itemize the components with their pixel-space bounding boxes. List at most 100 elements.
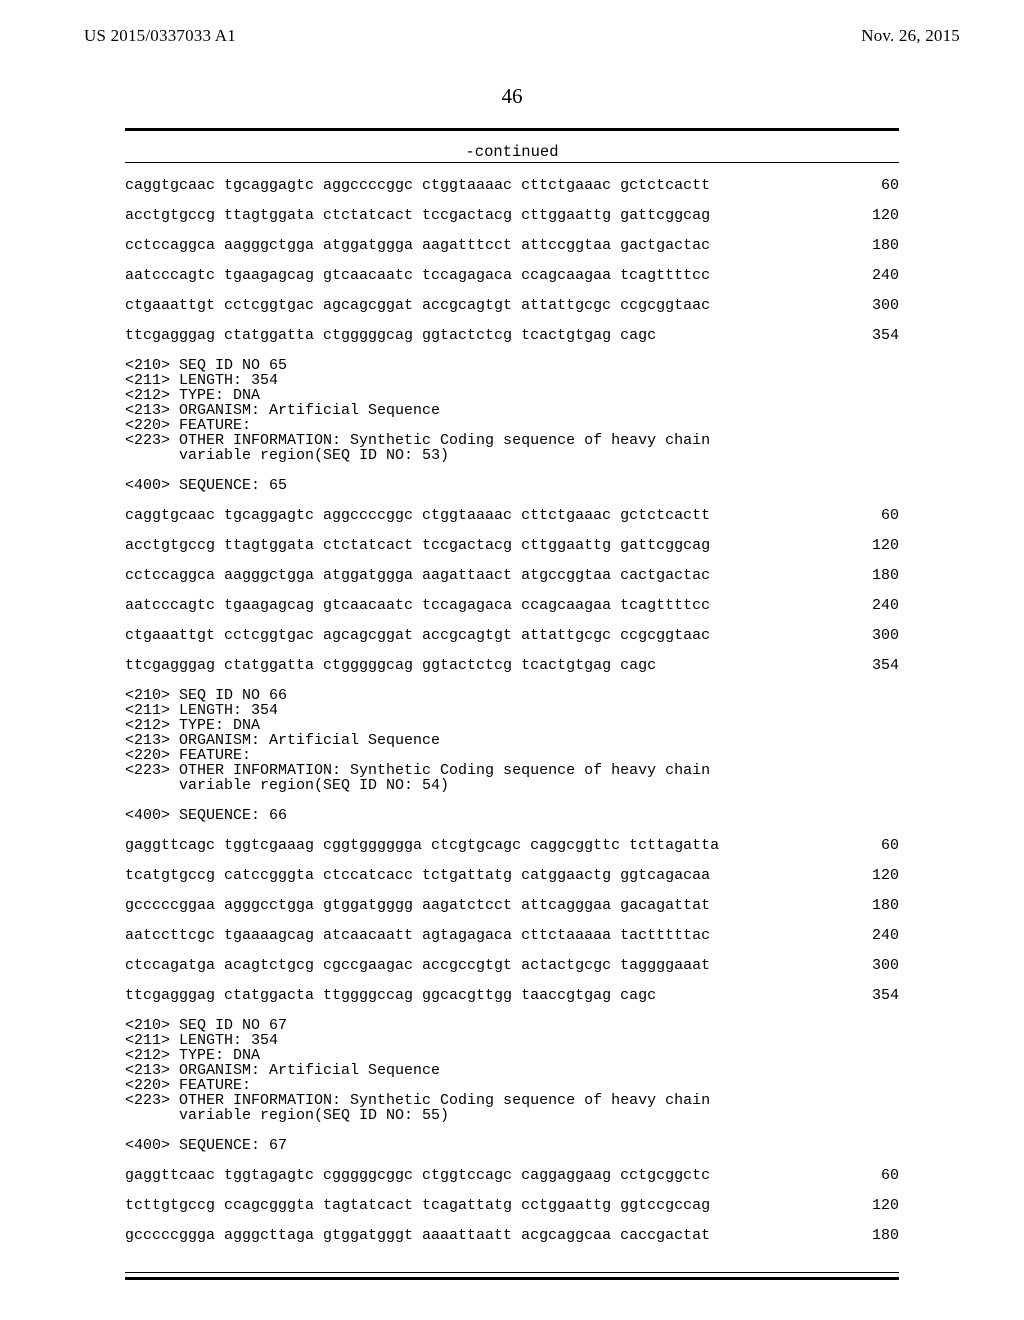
sequence-position: 354	[855, 988, 899, 1003]
sequence-text: acctgtgccg ttagtggata ctctatcact tccgact…	[125, 208, 710, 223]
sequence-line: acctgtgccg ttagtggata ctctatcact tccgact…	[125, 208, 899, 223]
metadata-line: <212> TYPE: DNA	[125, 718, 899, 733]
divider-bottom-thick	[125, 1277, 899, 1280]
metadata-line: variable region(SEQ ID NO: 55)	[125, 1108, 899, 1123]
sequence-line: gaggttcagc tggtcgaaag cggtgggggga ctcgtg…	[125, 838, 899, 853]
sequence-listing: caggtgcaac tgcaggagtc aggccccggc ctggtaa…	[125, 178, 899, 1258]
sequence-line: caggtgcaac tgcaggagtc aggccccggc ctggtaa…	[125, 178, 899, 193]
sequence-position: 180	[855, 1228, 899, 1243]
metadata-line: <223> OTHER INFORMATION: Synthetic Codin…	[125, 1093, 899, 1108]
sequence-line: aatcccagtc tgaagagcag gtcaacaatc tccagag…	[125, 598, 899, 613]
sequence-position: 120	[855, 538, 899, 553]
metadata-line: <223> OTHER INFORMATION: Synthetic Codin…	[125, 763, 899, 778]
divider-bottom-thin	[125, 1272, 899, 1273]
sequence-text: aatccttcgc tgaaaagcag atcaacaatt agtagag…	[125, 928, 710, 943]
sequence-text: aatcccagtc tgaagagcag gtcaacaatc tccagag…	[125, 268, 710, 283]
sequence-line: ttcgagggag ctatggatta ctgggggcag ggtactc…	[125, 658, 899, 673]
sequence-position: 354	[855, 328, 899, 343]
sequence-position: 240	[855, 928, 899, 943]
sequence-position: 120	[855, 208, 899, 223]
sequence-line: tcttgtgccg ccagcgggta tagtatcact tcagatt…	[125, 1198, 899, 1213]
sequence-position: 240	[855, 598, 899, 613]
sequence-text: gaggttcagc tggtcgaaag cggtgggggga ctcgtg…	[125, 838, 719, 853]
publication-date: Nov. 26, 2015	[861, 26, 960, 46]
sequence-metadata: <210> SEQ ID NO 66<211> LENGTH: 354<212>…	[125, 688, 899, 793]
sequence-text: gaggttcaac tggtagagtc cgggggcggc ctggtcc…	[125, 1168, 710, 1183]
metadata-line: <212> TYPE: DNA	[125, 1048, 899, 1063]
sequence-text: gcccccggga agggcttaga gtggatgggt aaaatta…	[125, 1228, 710, 1243]
sequence-text: tcttgtgccg ccagcgggta tagtatcact tcagatt…	[125, 1198, 710, 1213]
sequence-line: tcatgtgccg catccgggta ctccatcacc tctgatt…	[125, 868, 899, 883]
metadata-line: <220> FEATURE:	[125, 418, 899, 433]
page-root: US 2015/0337033 A1 Nov. 26, 2015 46 -con…	[0, 0, 1024, 1320]
continued-label: -continued	[0, 143, 1024, 161]
sequence-position: 354	[855, 658, 899, 673]
sequence-line: cctccaggca aagggctgga atggatggga aagatta…	[125, 568, 899, 583]
publication-number: US 2015/0337033 A1	[84, 26, 236, 46]
metadata-line: <211> LENGTH: 354	[125, 373, 899, 388]
sequence-position: 60	[855, 1168, 899, 1183]
sequence-position: 180	[855, 898, 899, 913]
metadata-line: <210> SEQ ID NO 65	[125, 358, 899, 373]
sequence-position: 60	[855, 508, 899, 523]
divider-top-thick	[125, 128, 899, 131]
sequence-line: caggtgcaac tgcaggagtc aggccccggc ctggtaa…	[125, 508, 899, 523]
sequence-line: gcccccggaa agggcctgga gtggatgggg aagatct…	[125, 898, 899, 913]
sequence-position: 180	[855, 238, 899, 253]
sequence-text: ttcgagggag ctatggatta ctgggggcag ggtactc…	[125, 658, 656, 673]
sequence-text: aatcccagtc tgaagagcag gtcaacaatc tccagag…	[125, 598, 710, 613]
sequence-position: 60	[855, 178, 899, 193]
divider-top-thin	[125, 162, 899, 163]
sequence-line: ctgaaattgt cctcggtgac agcagcggat accgcag…	[125, 298, 899, 313]
sequence-text: caggtgcaac tgcaggagtc aggccccggc ctggtaa…	[125, 178, 710, 193]
sequence-metadata: <400> SEQUENCE: 67	[125, 1138, 899, 1153]
metadata-line: <223> OTHER INFORMATION: Synthetic Codin…	[125, 433, 899, 448]
sequence-line: acctgtgccg ttagtggata ctctatcact tccgact…	[125, 538, 899, 553]
metadata-line: <213> ORGANISM: Artificial Sequence	[125, 733, 899, 748]
sequence-position: 300	[855, 298, 899, 313]
metadata-line: variable region(SEQ ID NO: 53)	[125, 448, 899, 463]
page-header: US 2015/0337033 A1 Nov. 26, 2015	[0, 26, 1024, 46]
sequence-position: 180	[855, 568, 899, 583]
sequence-text: ttcgagggag ctatggacta ttggggccag ggcacgt…	[125, 988, 656, 1003]
sequence-line: cctccaggca aagggctgga atggatggga aagattt…	[125, 238, 899, 253]
metadata-line: <220> FEATURE:	[125, 1078, 899, 1093]
page-number: 46	[0, 84, 1024, 109]
sequence-position: 120	[855, 1198, 899, 1213]
sequence-text: gcccccggaa agggcctgga gtggatgggg aagatct…	[125, 898, 710, 913]
sequence-text: cctccaggca aagggctgga atggatggga aagattt…	[125, 238, 710, 253]
sequence-line: ttcgagggag ctatggacta ttggggccag ggcacgt…	[125, 988, 899, 1003]
sequence-text: cctccaggca aagggctgga atggatggga aagatta…	[125, 568, 710, 583]
sequence-metadata: <400> SEQUENCE: 65	[125, 478, 899, 493]
sequence-line: gcccccggga agggcttaga gtggatgggt aaaatta…	[125, 1228, 899, 1243]
metadata-line: <220> FEATURE:	[125, 748, 899, 763]
metadata-line: <213> ORGANISM: Artificial Sequence	[125, 403, 899, 418]
metadata-line: <400> SEQUENCE: 65	[125, 478, 899, 493]
sequence-position: 120	[855, 868, 899, 883]
metadata-line: variable region(SEQ ID NO: 54)	[125, 778, 899, 793]
metadata-line: <211> LENGTH: 354	[125, 703, 899, 718]
metadata-line: <212> TYPE: DNA	[125, 388, 899, 403]
metadata-line: <211> LENGTH: 354	[125, 1033, 899, 1048]
sequence-line: aatcccagtc tgaagagcag gtcaacaatc tccagag…	[125, 268, 899, 283]
sequence-position: 300	[855, 958, 899, 973]
sequence-text: ctgaaattgt cctcggtgac agcagcggat accgcag…	[125, 628, 710, 643]
sequence-line: gaggttcaac tggtagagtc cgggggcggc ctggtcc…	[125, 1168, 899, 1183]
sequence-line: ctccagatga acagtctgcg cgccgaagac accgccg…	[125, 958, 899, 973]
metadata-line: <210> SEQ ID NO 66	[125, 688, 899, 703]
sequence-text: tcatgtgccg catccgggta ctccatcacc tctgatt…	[125, 868, 710, 883]
sequence-metadata: <400> SEQUENCE: 66	[125, 808, 899, 823]
sequence-line: ctgaaattgt cctcggtgac agcagcggat accgcag…	[125, 628, 899, 643]
sequence-text: caggtgcaac tgcaggagtc aggccccggc ctggtaa…	[125, 508, 710, 523]
sequence-metadata: <210> SEQ ID NO 67<211> LENGTH: 354<212>…	[125, 1018, 899, 1123]
metadata-line: <400> SEQUENCE: 66	[125, 808, 899, 823]
sequence-metadata: <210> SEQ ID NO 65<211> LENGTH: 354<212>…	[125, 358, 899, 463]
metadata-line: <400> SEQUENCE: 67	[125, 1138, 899, 1153]
sequence-text: ttcgagggag ctatggatta ctgggggcag ggtactc…	[125, 328, 656, 343]
sequence-line: ttcgagggag ctatggatta ctgggggcag ggtactc…	[125, 328, 899, 343]
sequence-position: 300	[855, 628, 899, 643]
sequence-position: 60	[855, 838, 899, 853]
sequence-text: acctgtgccg ttagtggata ctctatcact tccgact…	[125, 538, 710, 553]
sequence-position: 240	[855, 268, 899, 283]
metadata-line: <213> ORGANISM: Artificial Sequence	[125, 1063, 899, 1078]
